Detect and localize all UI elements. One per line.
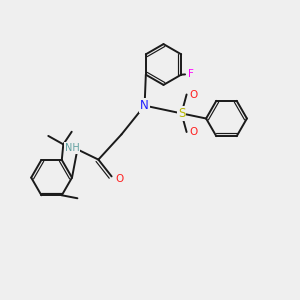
Text: O: O — [189, 89, 197, 100]
Text: S: S — [178, 107, 185, 120]
Text: F: F — [188, 69, 194, 79]
Text: N: N — [140, 99, 149, 112]
Text: O: O — [189, 127, 197, 137]
Text: O: O — [115, 174, 123, 184]
Text: NH: NH — [64, 143, 80, 153]
